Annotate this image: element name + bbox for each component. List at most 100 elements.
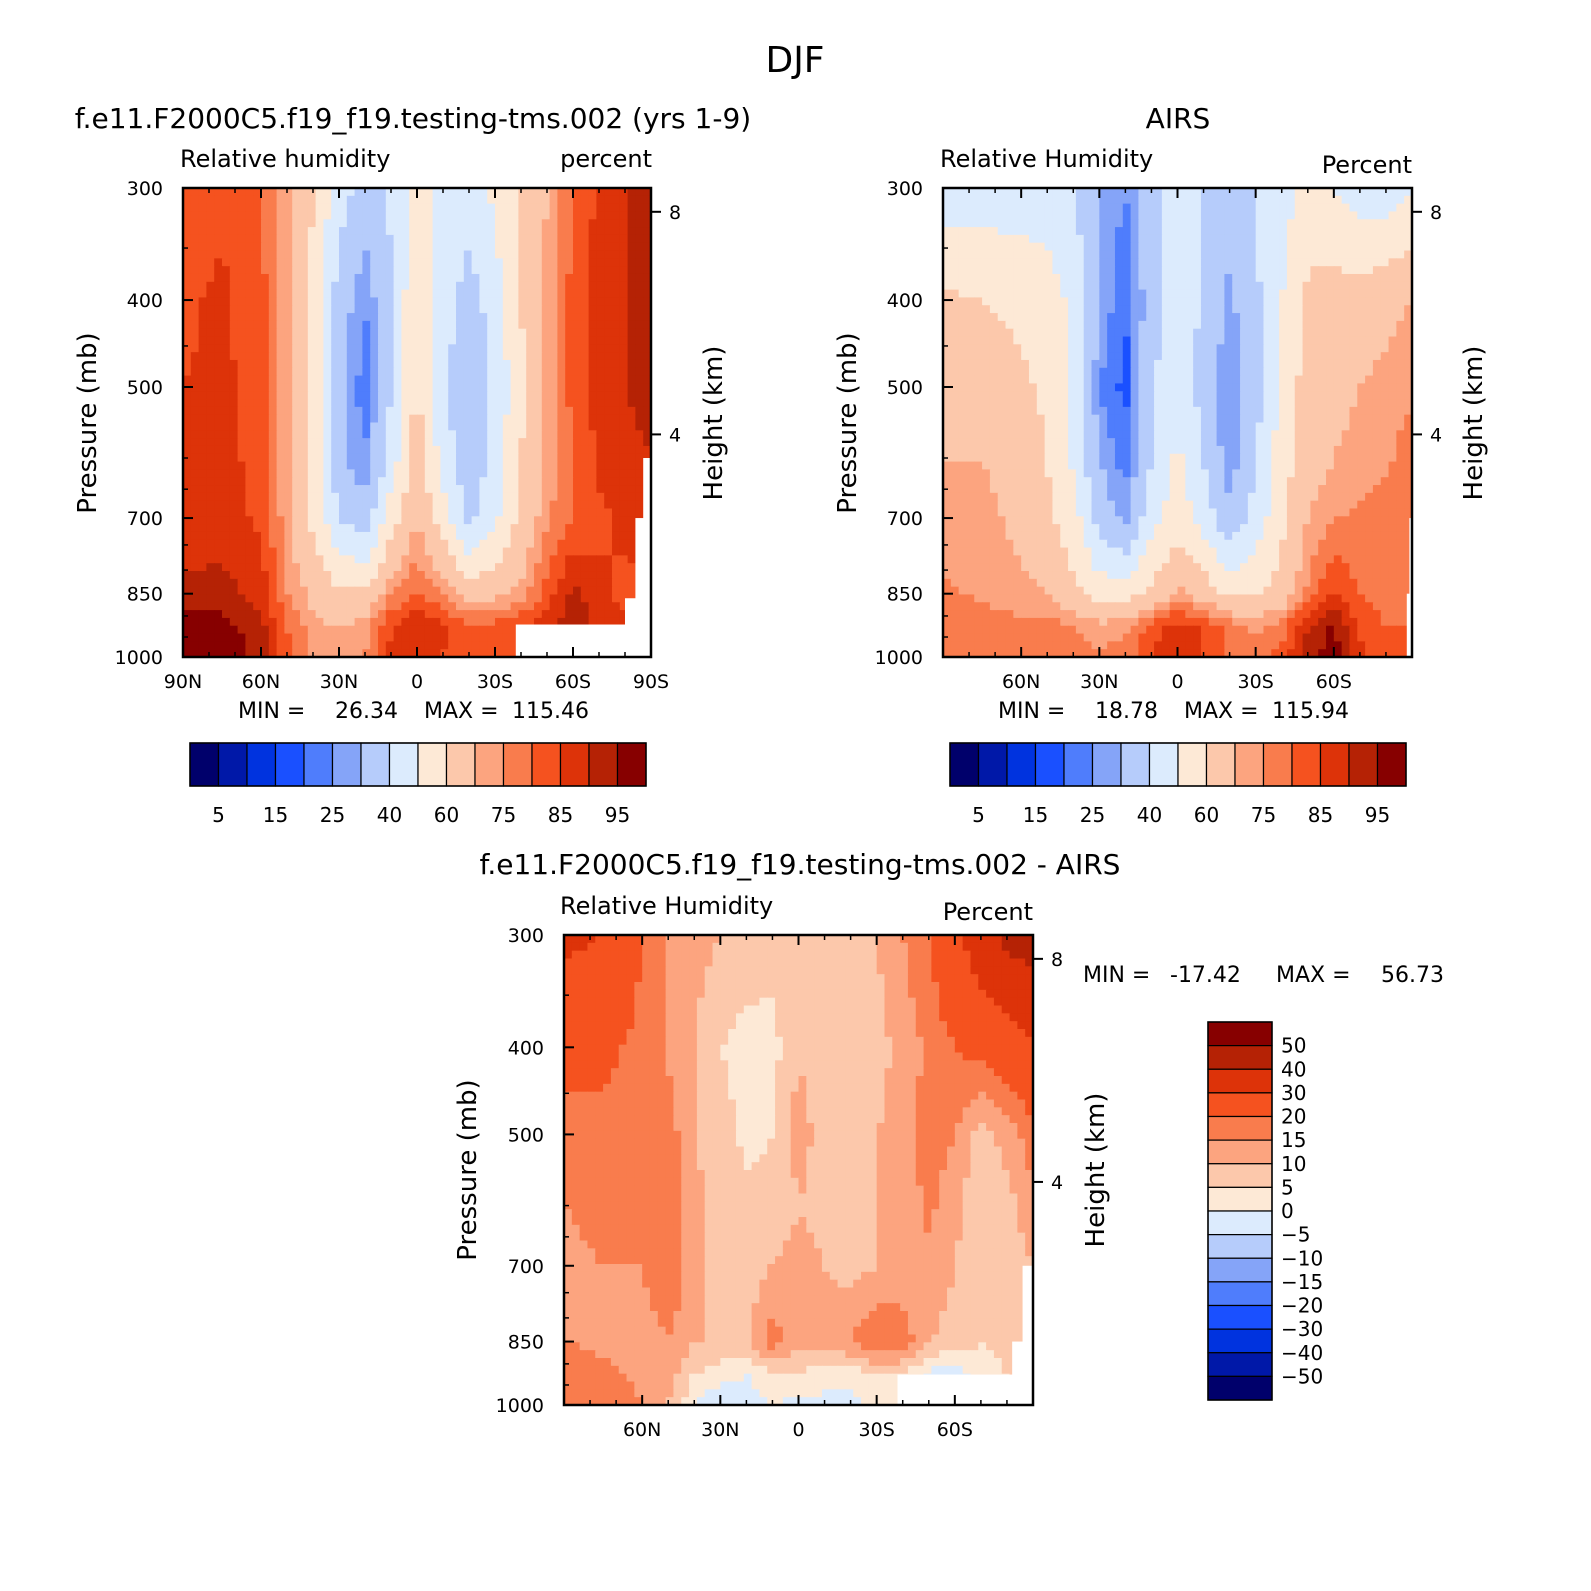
contour-cell xyxy=(237,422,246,431)
contour-cell xyxy=(183,305,192,314)
contour-cell xyxy=(635,375,644,385)
contour-cell xyxy=(1263,305,1272,314)
contour-cell xyxy=(346,485,356,494)
contour-cell xyxy=(229,430,239,439)
contour-cell xyxy=(463,383,473,392)
contour-cell xyxy=(409,305,418,314)
contour-cell xyxy=(417,500,426,510)
contour-cell xyxy=(362,602,371,611)
contour-cell xyxy=(557,336,566,345)
contour-cell xyxy=(307,641,317,650)
contour-cell xyxy=(456,571,465,580)
contour-cell xyxy=(1286,250,1296,259)
contour-cell xyxy=(565,203,574,213)
contour-cell xyxy=(495,633,504,642)
contour-cell xyxy=(534,266,543,275)
contour-cell xyxy=(619,610,629,619)
contour-cell xyxy=(417,281,426,291)
contour-cell xyxy=(206,555,215,564)
contour-cell xyxy=(495,195,504,205)
contour-cell xyxy=(1091,234,1100,244)
contour-cell xyxy=(1044,227,1054,236)
contour-cell xyxy=(518,438,527,447)
contour-cell xyxy=(1224,344,1233,353)
contour-cell xyxy=(183,219,192,228)
contour-cell xyxy=(1208,281,1218,291)
contour-cell xyxy=(1122,203,1132,213)
contour-cell xyxy=(315,258,324,267)
contour-cell xyxy=(518,414,527,424)
contour-cell xyxy=(487,211,496,220)
contour-cell xyxy=(1240,289,1249,299)
contour-cell xyxy=(1326,297,1335,306)
contour-cell xyxy=(245,492,254,502)
contour-cell xyxy=(432,383,441,392)
contour-cell xyxy=(479,625,488,635)
contour-cell xyxy=(1216,344,1225,353)
contour-cell xyxy=(276,414,285,424)
contour-cell xyxy=(573,320,582,330)
contour-cell xyxy=(479,414,488,424)
contour-cell xyxy=(518,539,527,549)
contour-cell xyxy=(401,211,410,220)
contour-cell xyxy=(378,336,387,345)
contour-cell xyxy=(1326,242,1335,252)
contour-cell xyxy=(237,266,246,275)
contour-cell xyxy=(1349,320,1358,330)
contour-cell xyxy=(565,234,574,244)
contour-cell xyxy=(1388,297,1397,306)
contour-cell xyxy=(635,359,644,369)
contour-cell xyxy=(518,266,527,275)
contour-cell xyxy=(1138,242,1147,252)
contour-cell xyxy=(206,352,215,361)
contour-cell xyxy=(510,563,519,572)
contour-cell xyxy=(276,328,285,338)
contour-cell xyxy=(549,336,558,345)
contour-cell xyxy=(370,594,379,603)
contour-cell xyxy=(604,281,613,291)
contour-cell xyxy=(284,391,293,400)
contour-cell xyxy=(612,219,621,228)
contour-cell xyxy=(619,563,629,572)
contour-cell xyxy=(1388,336,1397,345)
contour-cell xyxy=(245,399,254,408)
contour-cell xyxy=(198,578,207,588)
contour-cell xyxy=(1232,234,1241,244)
contour-cell xyxy=(510,555,519,564)
contour-cell xyxy=(1185,258,1194,267)
contour-cell xyxy=(456,414,465,424)
contour-cell xyxy=(479,297,488,306)
contour-cell xyxy=(479,649,488,658)
contour-cell xyxy=(1255,203,1265,213)
contour-cell xyxy=(557,391,566,400)
contour-cell xyxy=(284,406,293,416)
contour-cell xyxy=(526,531,535,541)
contour-cell xyxy=(331,539,340,549)
contour-cell xyxy=(276,469,285,478)
contour-cell xyxy=(573,492,582,502)
contour-cell xyxy=(385,524,395,533)
contour-cell xyxy=(339,195,348,205)
contour-cell xyxy=(1208,195,1218,205)
contour-cell xyxy=(1185,313,1194,322)
contour-cell xyxy=(1365,336,1374,345)
contour-cell xyxy=(1263,281,1272,291)
contour-cell xyxy=(1154,281,1163,291)
contour-cell xyxy=(229,610,239,619)
contour-cell xyxy=(424,500,434,510)
contour-cell xyxy=(417,539,426,549)
contour-cell xyxy=(1388,328,1397,338)
contour-cell xyxy=(588,399,597,408)
contour-cell xyxy=(1114,297,1124,306)
contour-cell xyxy=(1208,273,1218,283)
contour-cell xyxy=(1240,305,1249,314)
contour-cell xyxy=(1349,188,1358,197)
contour-cell xyxy=(339,453,348,463)
contour-cell xyxy=(518,289,527,299)
contour-cell xyxy=(1138,266,1147,275)
contour-cell xyxy=(323,359,332,369)
contour-cell xyxy=(253,414,262,424)
contour-cell xyxy=(1216,305,1225,314)
contour-cell xyxy=(401,524,410,533)
contour-cell xyxy=(619,297,629,306)
